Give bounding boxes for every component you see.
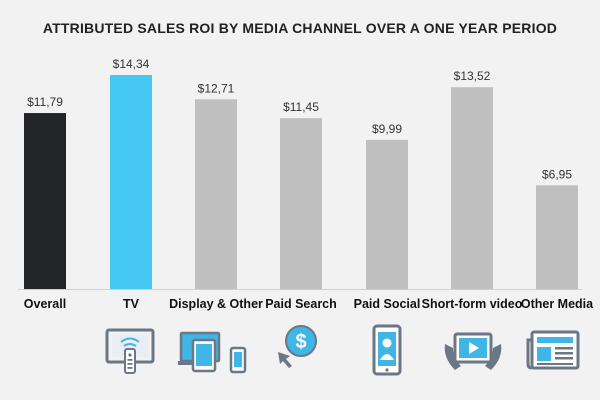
bar-display-other — [195, 99, 237, 289]
category-label: Display & Other — [169, 297, 263, 311]
category-label: Short-form video — [422, 297, 523, 311]
category-label: Other Media — [521, 297, 594, 311]
bar-paid-social — [366, 139, 408, 289]
data-label: $6,95 — [542, 167, 572, 181]
svg-text:$: $ — [295, 331, 306, 353]
bar-other-media — [536, 185, 578, 289]
search-dollar-icon: $ — [278, 325, 317, 368]
bar-paid-search — [280, 118, 322, 289]
category-label: Paid Search — [265, 297, 337, 311]
category-label: Overall — [24, 297, 66, 311]
bar-short-form-video — [451, 87, 493, 290]
chart-title: ATTRIBUTED SALES ROI BY MEDIA CHANNEL OV… — [42, 20, 558, 36]
category-label: TV — [123, 297, 140, 311]
data-label: $11,45 — [283, 100, 319, 114]
data-label: $9,99 — [372, 122, 402, 136]
devices-icon — [178, 331, 247, 374]
newspaper-icon — [526, 330, 580, 370]
data-label: $13,52 — [454, 69, 491, 83]
smartphone-profile-icon — [372, 324, 402, 376]
category-label: Paid Social — [354, 297, 421, 311]
data-label: $12,71 — [198, 81, 235, 95]
bar-tv — [110, 75, 152, 289]
bar-overall — [24, 113, 66, 290]
tv-remote-icon — [105, 328, 155, 374]
data-label: $11,79 — [27, 95, 63, 109]
data-label: $14,34 — [113, 57, 150, 71]
tablet-video-icon — [444, 332, 502, 370]
